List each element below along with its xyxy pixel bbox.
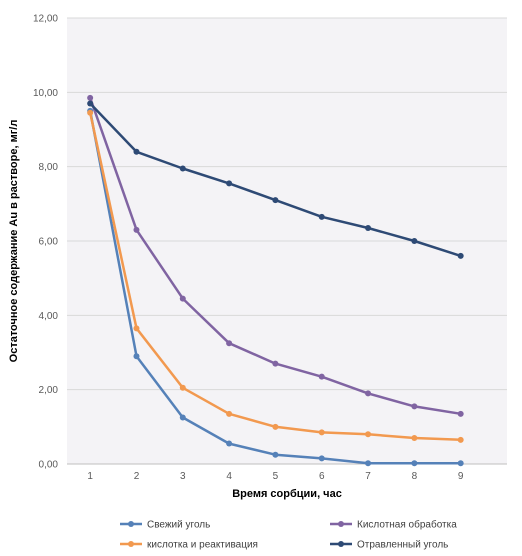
series-2-point-2 [179, 384, 186, 391]
legend-item-0: Свежий уголь [120, 520, 210, 531]
x-tick-label-1: 2 [134, 471, 140, 482]
series-2-point-0 [87, 109, 94, 116]
series-3-point-5 [318, 213, 325, 220]
y-tick-label-3: 6,00 [39, 237, 59, 248]
legend-label-3: Отравленный уголь [357, 540, 448, 551]
series-3-point-8 [457, 252, 464, 259]
series-3-point-2 [179, 165, 186, 172]
series-1-point-7 [411, 403, 418, 410]
legend: Свежий уголь Кислотная обработка кислотка … [120, 519, 457, 551]
series-2-point-6 [365, 431, 372, 438]
series-3-point-1 [133, 148, 140, 155]
y-axis-title: Остаточное содержание Au в растворе, мг/… [8, 120, 20, 363]
series-group [87, 94, 464, 467]
x-axis-title: Время сорбции, час [232, 488, 342, 500]
legend-item-1: Кислотная обработка [330, 519, 457, 531]
series-2-point-3 [226, 410, 233, 417]
series-3-point-3 [226, 180, 233, 187]
legend-label-1: Кислотная обработка [357, 519, 457, 531]
x-tick-label-0: 1 [87, 471, 93, 482]
series-1-point-4 [272, 360, 279, 367]
series-1-point-5 [318, 373, 325, 380]
y-tick-label-5: 10,00 [33, 88, 58, 99]
legend-marker-1 [338, 521, 344, 527]
series-1-point-1 [133, 226, 140, 233]
series-2-point-8 [457, 436, 464, 443]
grid-lines [67, 17, 507, 465]
series-3-point-7 [411, 238, 418, 244]
legend-label-2: кислотка и реактивация [147, 540, 258, 551]
x-tick-label-7: 8 [412, 471, 418, 482]
legend-item-2: кислотка и реактивация [120, 540, 258, 551]
series-1 [87, 94, 464, 417]
series-0-point-5 [318, 455, 325, 462]
series-1-point-8 [457, 410, 464, 417]
series-0-point-6 [365, 460, 372, 467]
series-1-point-6 [365, 390, 372, 397]
x-tick-label-2: 3 [180, 471, 186, 482]
series-0-point-8 [457, 460, 464, 467]
series-1-point-2 [179, 295, 186, 302]
series-2-point-1 [133, 325, 140, 332]
y-tick-label-0: 0,00 [39, 460, 59, 471]
x-tick-label-6: 7 [365, 471, 371, 482]
series-1-point-3 [226, 340, 233, 347]
x-tick-label-8: 9 [458, 471, 464, 482]
legend-label-0: Свежий уголь [147, 520, 210, 531]
y-tick-label-2: 4,00 [39, 311, 59, 322]
series-2 [87, 109, 464, 443]
series-3-point-0 [87, 100, 94, 107]
series-0-point-2 [179, 414, 186, 421]
legend-marker-2 [128, 541, 134, 547]
series-2-point-7 [411, 434, 418, 441]
x-axis-ticks: 1 2 3 4 5 6 7 8 9 [87, 471, 464, 482]
x-tick-label-5: 6 [319, 471, 325, 482]
y-tick-label-1: 2,00 [39, 385, 59, 396]
series-0-point-1 [133, 353, 140, 360]
series-2-point-4 [272, 423, 279, 430]
x-tick-label-4: 5 [273, 471, 279, 482]
series-3 [87, 100, 464, 259]
series-1-point-0 [87, 94, 94, 101]
legend-marker-0 [128, 521, 134, 527]
series-2-point-5 [318, 429, 325, 436]
legend-item-3: Отравленный уголь [330, 540, 448, 551]
y-tick-label-4: 8,00 [39, 162, 59, 173]
y-axis-ticks: 0,00 2,00 4,00 6,00 8,00 10,00 12,00 [33, 14, 58, 471]
series-0-point-3 [226, 440, 233, 447]
series-3-point-4 [272, 197, 279, 204]
x-tick-label-3: 4 [226, 471, 232, 482]
y-tick-label-6: 12,00 [33, 14, 58, 25]
series-0-point-4 [272, 451, 279, 458]
legend-marker-3 [338, 541, 344, 547]
series-3-point-6 [365, 224, 372, 231]
series-0-point-7 [411, 460, 418, 467]
